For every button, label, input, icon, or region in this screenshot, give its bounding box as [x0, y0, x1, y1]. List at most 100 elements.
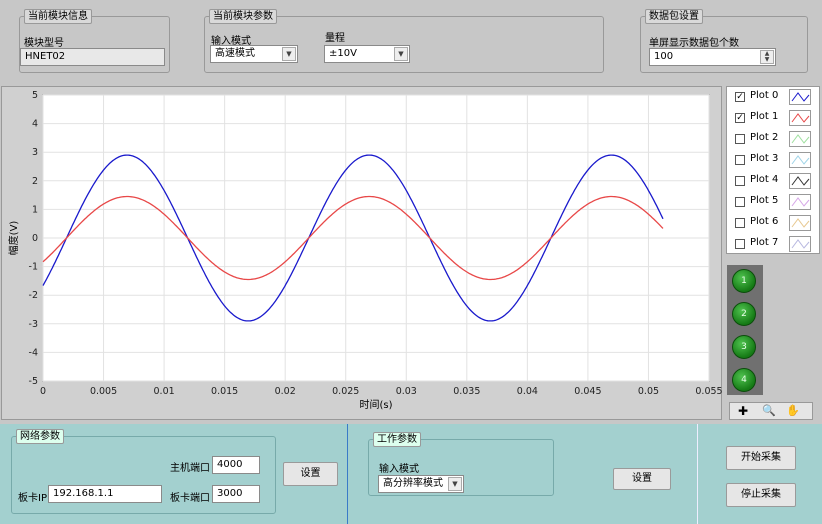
board-port-label: 板卡端口 — [170, 493, 210, 504]
stop-capture-button[interactable]: 停止采集 — [726, 483, 796, 507]
network-group: 网络参数 主机端口 4000 板卡IP 192.168.1.1 板卡端口 300… — [11, 429, 276, 514]
y-tick-label: 0 — [32, 233, 38, 244]
start-capture-button[interactable]: 开始采集 — [726, 446, 796, 470]
legend-label: Plot 7 — [750, 237, 779, 248]
x-tick-label: 0.03 — [396, 386, 417, 397]
work-params-title: 工作参数 — [373, 432, 421, 447]
legend-item[interactable]: Plot 7 — [727, 234, 819, 254]
x-tick-label: 0.045 — [574, 386, 601, 397]
host-port-input[interactable]: 4000 — [212, 456, 260, 474]
range-select[interactable]: ±10V ▼ — [324, 45, 410, 63]
y-tick-label: 2 — [32, 176, 38, 187]
packet-settings-group: 数据包设置 单屏显示数据包个数 100 ▲ ▼ — [640, 9, 808, 73]
x-tick-label: 0.005 — [90, 386, 117, 397]
packet-settings-title: 数据包设置 — [645, 9, 703, 24]
cursor-button[interactable]: 4 — [732, 368, 756, 392]
cursor-button[interactable]: 1 — [732, 269, 756, 293]
legend-item[interactable]: ✓ Plot 1 — [727, 108, 819, 128]
y-tick-label: 5 — [32, 90, 38, 101]
x-tick-label: 0.04 — [517, 386, 538, 397]
graph-tools-palette: ✚ 🔍 ✋ — [729, 402, 813, 420]
plot-visibility-checkbox[interactable] — [735, 239, 745, 249]
divider — [347, 424, 348, 524]
input-mode-value: 高速模式 — [215, 48, 255, 59]
plot-visibility-checkbox[interactable] — [735, 197, 745, 207]
legend-item[interactable]: Plot 3 — [727, 150, 819, 170]
network-set-button[interactable]: 设置 — [283, 462, 338, 486]
y-tick-label: -5 — [29, 376, 38, 387]
packet-count-input[interactable]: 100 ▲ ▼ — [649, 48, 776, 66]
x-axis-label: 时间(s) — [359, 398, 392, 411]
legend-label: Plot 5 — [750, 195, 779, 206]
top-panel: 当前模块信息 模块型号 HNET02 当前模块参数 输入模式 高速模式 ▼ 量程… — [0, 0, 822, 84]
line-swatch-icon[interactable] — [789, 131, 811, 147]
line-swatch-icon[interactable] — [789, 152, 811, 168]
chevron-down-icon[interactable]: ▼ — [282, 47, 296, 61]
range-label: 量程 — [325, 33, 345, 44]
plot-visibility-checkbox[interactable] — [735, 155, 745, 165]
work-input-mode-value: 高分辨率模式 — [383, 478, 443, 489]
spinner-icon[interactable]: ▲ ▼ — [760, 50, 774, 64]
cursor-button[interactable]: 3 — [732, 335, 756, 359]
plot-legend: ✓ Plot 0 ✓ Plot 1 Plot 2 Plot 3 Plot 4 Plot 5 Pl… — [726, 86, 820, 254]
series-line — [42, 195, 664, 281]
module-info-title: 当前模块信息 — [24, 9, 92, 24]
y-tick-label: -2 — [29, 290, 38, 301]
line-swatch-icon[interactable] — [789, 173, 811, 189]
divider — [697, 424, 698, 524]
plot-visibility-checkbox[interactable] — [735, 134, 745, 144]
board-ip-input[interactable]: 192.168.1.1 — [48, 485, 162, 503]
x-tick-label: 0.05 — [638, 386, 659, 397]
line-swatch-icon[interactable] — [789, 194, 811, 210]
y-tick-label: -1 — [29, 262, 38, 273]
cursor-button[interactable]: 2 — [732, 302, 756, 326]
packet-count-value: 100 — [654, 51, 674, 62]
model-label: 模块型号 — [24, 38, 64, 49]
range-value: ±10V — [329, 48, 357, 59]
bottom-panel: 网络参数 主机端口 4000 板卡IP 192.168.1.1 板卡端口 300… — [0, 424, 822, 524]
work-set-button[interactable]: 设置 — [613, 468, 671, 490]
crosshair-icon[interactable]: ✚ — [738, 404, 749, 418]
input-mode-label: 输入模式 — [211, 36, 251, 47]
y-tick-label: -4 — [29, 347, 38, 358]
plot-visibility-checkbox[interactable] — [735, 176, 745, 186]
line-swatch-icon[interactable] — [789, 215, 811, 231]
legend-label: Plot 4 — [750, 174, 779, 185]
line-swatch-icon[interactable] — [789, 89, 811, 105]
legend-item[interactable]: Plot 5 — [727, 192, 819, 212]
module-params-group: 当前模块参数 输入模式 高速模式 ▼ 量程 ±10V ▼ — [204, 9, 604, 73]
chevron-down-icon[interactable]: ▼ — [448, 477, 462, 491]
chevron-down-icon[interactable]: ▼ — [394, 47, 408, 61]
y-tick-label: 3 — [32, 147, 38, 158]
pan-hand-icon[interactable]: ✋ — [786, 404, 800, 417]
work-params-group: 工作参数 输入模式 高分辨率模式 ▼ — [368, 432, 554, 496]
input-mode-select[interactable]: 高速模式 ▼ — [210, 45, 298, 63]
waveform-graph: 0 0.005 0.01 0.015 0.02 0.025 0.03 0.035 0.04 0.0… — [1, 86, 723, 420]
zoom-icon[interactable]: 🔍 — [762, 404, 776, 417]
plot-visibility-checkbox[interactable]: ✓ — [735, 113, 745, 123]
x-tick-label: 0.015 — [211, 386, 238, 397]
y-tick-label: 4 — [32, 119, 38, 130]
x-tick-label: 0.055 — [695, 386, 722, 397]
legend-item[interactable]: Plot 6 — [727, 213, 819, 233]
x-tick-label: 0.035 — [453, 386, 480, 397]
board-ip-label: 板卡IP — [18, 493, 47, 504]
model-field: HNET02 — [20, 48, 165, 66]
plot-visibility-checkbox[interactable] — [735, 218, 745, 228]
legend-label: Plot 0 — [750, 90, 779, 101]
network-title: 网络参数 — [16, 429, 64, 444]
work-input-mode-select[interactable]: 高分辨率模式 ▼ — [378, 475, 464, 493]
graph-canvas: 0 0.005 0.01 0.015 0.02 0.025 0.03 0.035 0.04 0.0… — [7, 90, 723, 411]
legend-label: Plot 1 — [750, 111, 779, 122]
legend-item[interactable]: ✓ Plot 0 — [727, 87, 819, 107]
line-swatch-icon[interactable] — [789, 236, 811, 252]
plot-visibility-checkbox[interactable]: ✓ — [735, 92, 745, 102]
packet-count-label: 单屏显示数据包个数 — [649, 38, 739, 49]
module-info-group: 当前模块信息 模块型号 HNET02 — [19, 9, 170, 73]
x-tick-label: 0.02 — [275, 386, 296, 397]
legend-item[interactable]: Plot 4 — [727, 171, 819, 191]
legend-item[interactable]: Plot 2 — [727, 129, 819, 149]
line-swatch-icon[interactable] — [789, 110, 811, 126]
board-port-input[interactable]: 3000 — [212, 485, 260, 503]
legend-label: Plot 6 — [750, 216, 779, 227]
